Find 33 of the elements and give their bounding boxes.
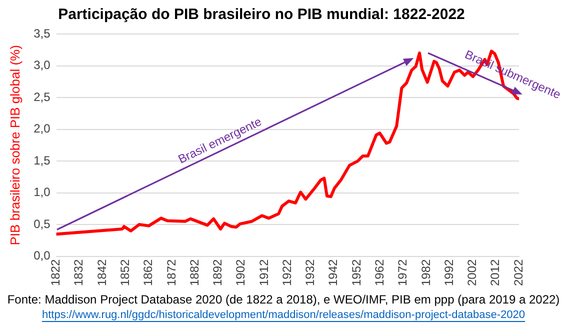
x-tick-label: 1962 bbox=[372, 258, 386, 286]
x-tick-label: 1902 bbox=[234, 258, 248, 286]
source-note: Fonte: Maddison Project Database 2020 (de 1822 a 2018), e WEO/IMF, PIB em ppp (para 2019 a 2022) bbox=[7, 292, 560, 306]
y-tick-label: 2,5 bbox=[34, 90, 51, 104]
x-tick-label: 2012 bbox=[488, 258, 502, 286]
text: https://www.rug.nl/ggdc/historicaldevelopment/maddison/releases/maddison-project-database-2020 bbox=[42, 309, 526, 322]
x-tick-label: 1822 bbox=[48, 258, 63, 286]
y-axis-title: PIB brasileiro sobre PIB global (%) bbox=[7, 45, 22, 246]
x-tick-label: 1982 bbox=[418, 258, 433, 286]
y-tick-label: 0,0 bbox=[34, 248, 51, 263]
y-tick-label: 1,5 bbox=[34, 153, 51, 168]
x-tick-label: 1952 bbox=[349, 258, 364, 286]
y-tick-label: 3,5 bbox=[34, 26, 51, 40]
y-tick-label: 2,0 bbox=[34, 122, 51, 136]
y-tick-label: 1,0 bbox=[34, 185, 51, 200]
x-tick-label: 2022 bbox=[511, 258, 526, 286]
x-tick-label: 1872 bbox=[164, 258, 178, 286]
y-tick-label: 0,5 bbox=[34, 216, 51, 231]
chart-title: Participação do PIB brasileiro no PIB mundial: 1822-2022 bbox=[58, 6, 465, 24]
x-tick-label: 1862 bbox=[141, 258, 156, 286]
x-tick-label: 1882 bbox=[187, 258, 202, 286]
x-tick-label: 1972 bbox=[396, 258, 410, 286]
x-tick-label: 2002 bbox=[465, 258, 480, 286]
x-tick-label: 1922 bbox=[280, 258, 294, 286]
x-tick-label: 1992 bbox=[442, 258, 456, 286]
x-tick-label: 1932 bbox=[303, 258, 318, 286]
x-tick-label: 1832 bbox=[72, 258, 86, 286]
x-tick-label: 1942 bbox=[326, 258, 340, 286]
x-tick-label: 1912 bbox=[256, 258, 271, 286]
x-tick-label: 1842 bbox=[94, 258, 109, 286]
y-tick-label: 3,0 bbox=[34, 58, 51, 72]
x-tick-label: 1852 bbox=[118, 258, 132, 286]
x-tick-label: 1892 bbox=[210, 258, 225, 286]
